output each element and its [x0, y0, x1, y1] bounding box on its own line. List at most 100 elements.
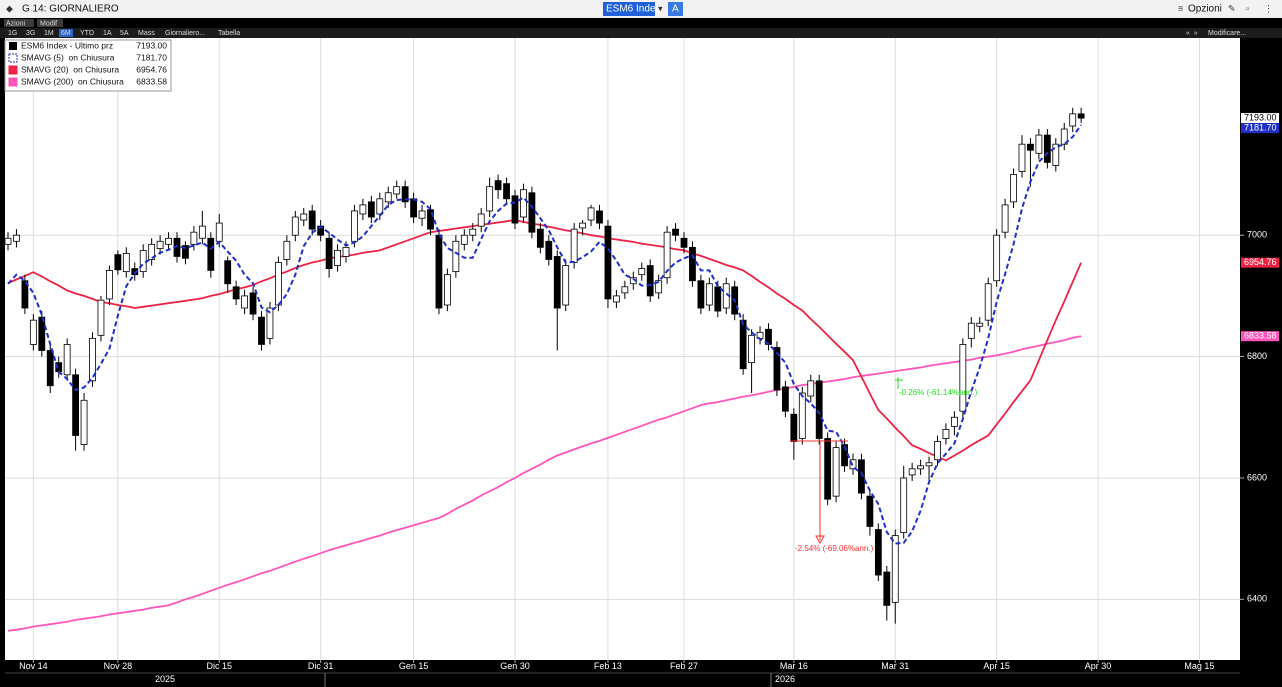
- x-tick-label: Mag 15: [1184, 661, 1214, 671]
- candle-body: [646, 265, 654, 297]
- period-button[interactable]: 1A: [103, 30, 112, 37]
- period-button[interactable]: 1G: [8, 30, 17, 37]
- x-tick-label: Dic 31: [308, 661, 334, 671]
- ticker-dropdown[interactable]: ▾: [658, 3, 663, 13]
- annotation: -2.54% (-69.06%ann.): [795, 544, 874, 553]
- menu-button[interactable]: [4, 19, 34, 27]
- ticker[interactable]: ESM6 Index: [606, 4, 660, 15]
- candle-body: [739, 319, 747, 370]
- candle-body: [38, 316, 46, 351]
- candle-body: [460, 234, 468, 245]
- y-tick-label: 7000: [1247, 230, 1267, 240]
- candle-body: [925, 462, 933, 467]
- candle-body: [393, 186, 401, 195]
- candle-body: [951, 416, 958, 427]
- candle-body: [410, 198, 418, 218]
- candle-body: [4, 237, 12, 245]
- candle-body: [1027, 143, 1034, 151]
- candle-body: [528, 192, 536, 233]
- candle-body: [182, 245, 189, 259]
- options[interactable]: Opzioni: [1188, 4, 1222, 15]
- candle-body: [900, 477, 908, 533]
- source[interactable]: A: [672, 4, 679, 15]
- candle-body: [29, 319, 37, 345]
- candle-body: [1043, 134, 1051, 163]
- candle-body: [621, 286, 629, 294]
- last-value-badge: [1241, 123, 1279, 134]
- legend-label: SMAVG (20) on Chiusura: [21, 64, 119, 74]
- candle-body: [1001, 204, 1009, 233]
- ticker-box[interactable]: [603, 2, 655, 16]
- period-button[interactable]: 3G: [26, 30, 35, 37]
- edit-button[interactable]: Modificare...: [1208, 30, 1246, 37]
- period-button[interactable]: Mass: [138, 30, 155, 37]
- last-value-label: 7181.70: [1244, 122, 1277, 132]
- candle-body: [908, 468, 916, 476]
- menu[interactable]: Azioni: [6, 20, 26, 27]
- candle-body: [596, 210, 603, 224]
- window-title: G 14: GIORNALIERO: [22, 4, 119, 15]
- x-tick-label: Feb 13: [594, 661, 622, 671]
- year-label: 2025: [155, 674, 175, 684]
- candle-body: [934, 441, 941, 461]
- candle-body: [13, 234, 20, 242]
- candle-body: [562, 265, 570, 306]
- candle-body: [984, 283, 992, 321]
- window-button[interactable]: ▫: [1246, 3, 1249, 13]
- candle-body: [435, 234, 443, 309]
- period-button[interactable]: 5A: [120, 30, 129, 37]
- candle-body: [443, 274, 451, 306]
- app-icon: ◆: [6, 3, 13, 13]
- legend-value: 7193.00: [136, 40, 167, 50]
- candle-body: [511, 195, 519, 224]
- candle-body: [866, 495, 874, 527]
- x-tick-label: Mar 16: [780, 661, 808, 671]
- legend-swatch: [9, 42, 17, 50]
- candle-body: [384, 192, 392, 203]
- x-tick-label: Apr 15: [983, 661, 1010, 671]
- candle-body: [367, 201, 375, 218]
- candle-body: [570, 228, 578, 263]
- candle-body: [689, 246, 696, 282]
- candle-body: [131, 268, 139, 276]
- period-button[interactable]: 6M: [61, 30, 71, 37]
- measurement-tool: [790, 377, 903, 545]
- menu-button[interactable]: [37, 19, 63, 27]
- candle-body: [46, 350, 54, 387]
- menu[interactable]: Modif: [40, 20, 57, 27]
- period-button[interactable]: Tabella: [218, 30, 240, 37]
- marks: [4, 107, 1085, 632]
- candle-body: [477, 213, 485, 227]
- period-button[interactable]: YTD: [80, 30, 94, 37]
- period-button[interactable]: Giornaliero...: [165, 30, 205, 37]
- candle-body: [849, 459, 857, 470]
- legend-label: SMAVG (200) on Chiusura: [21, 76, 124, 86]
- candle-body: [883, 571, 891, 606]
- candle-body: [815, 380, 823, 439]
- candle-body: [106, 270, 113, 300]
- legend: ESM6 Index - Ultimo prz 7193.00 SMAVG (5) …: [4, 39, 172, 92]
- last-value-badge: [1241, 113, 1279, 124]
- candle-body: [697, 280, 705, 309]
- window-button[interactable]: ✎: [1228, 3, 1236, 13]
- candle-body: [274, 262, 282, 306]
- candle-body: [198, 225, 206, 239]
- period-button[interactable]: 1M: [44, 30, 54, 37]
- legend-value: 7181.70: [136, 52, 167, 62]
- last-value-badge: [1241, 331, 1279, 342]
- period-active[interactable]: [59, 29, 73, 37]
- last-value-label: 6954.76: [1244, 257, 1277, 267]
- candle-body: [342, 246, 350, 257]
- candle-body: [798, 392, 806, 439]
- candle-body: [1052, 143, 1060, 166]
- nav-arrows[interactable]: « »: [1186, 30, 1198, 37]
- candle-body: [452, 240, 460, 273]
- options-icon[interactable]: ≡: [1178, 3, 1183, 13]
- source-box[interactable]: [668, 2, 683, 16]
- candle-body: [148, 243, 156, 260]
- candle-body: [1018, 143, 1026, 172]
- candle-body: [604, 225, 612, 300]
- window-button[interactable]: ⋮: [1264, 3, 1273, 13]
- candle-body: [486, 186, 494, 212]
